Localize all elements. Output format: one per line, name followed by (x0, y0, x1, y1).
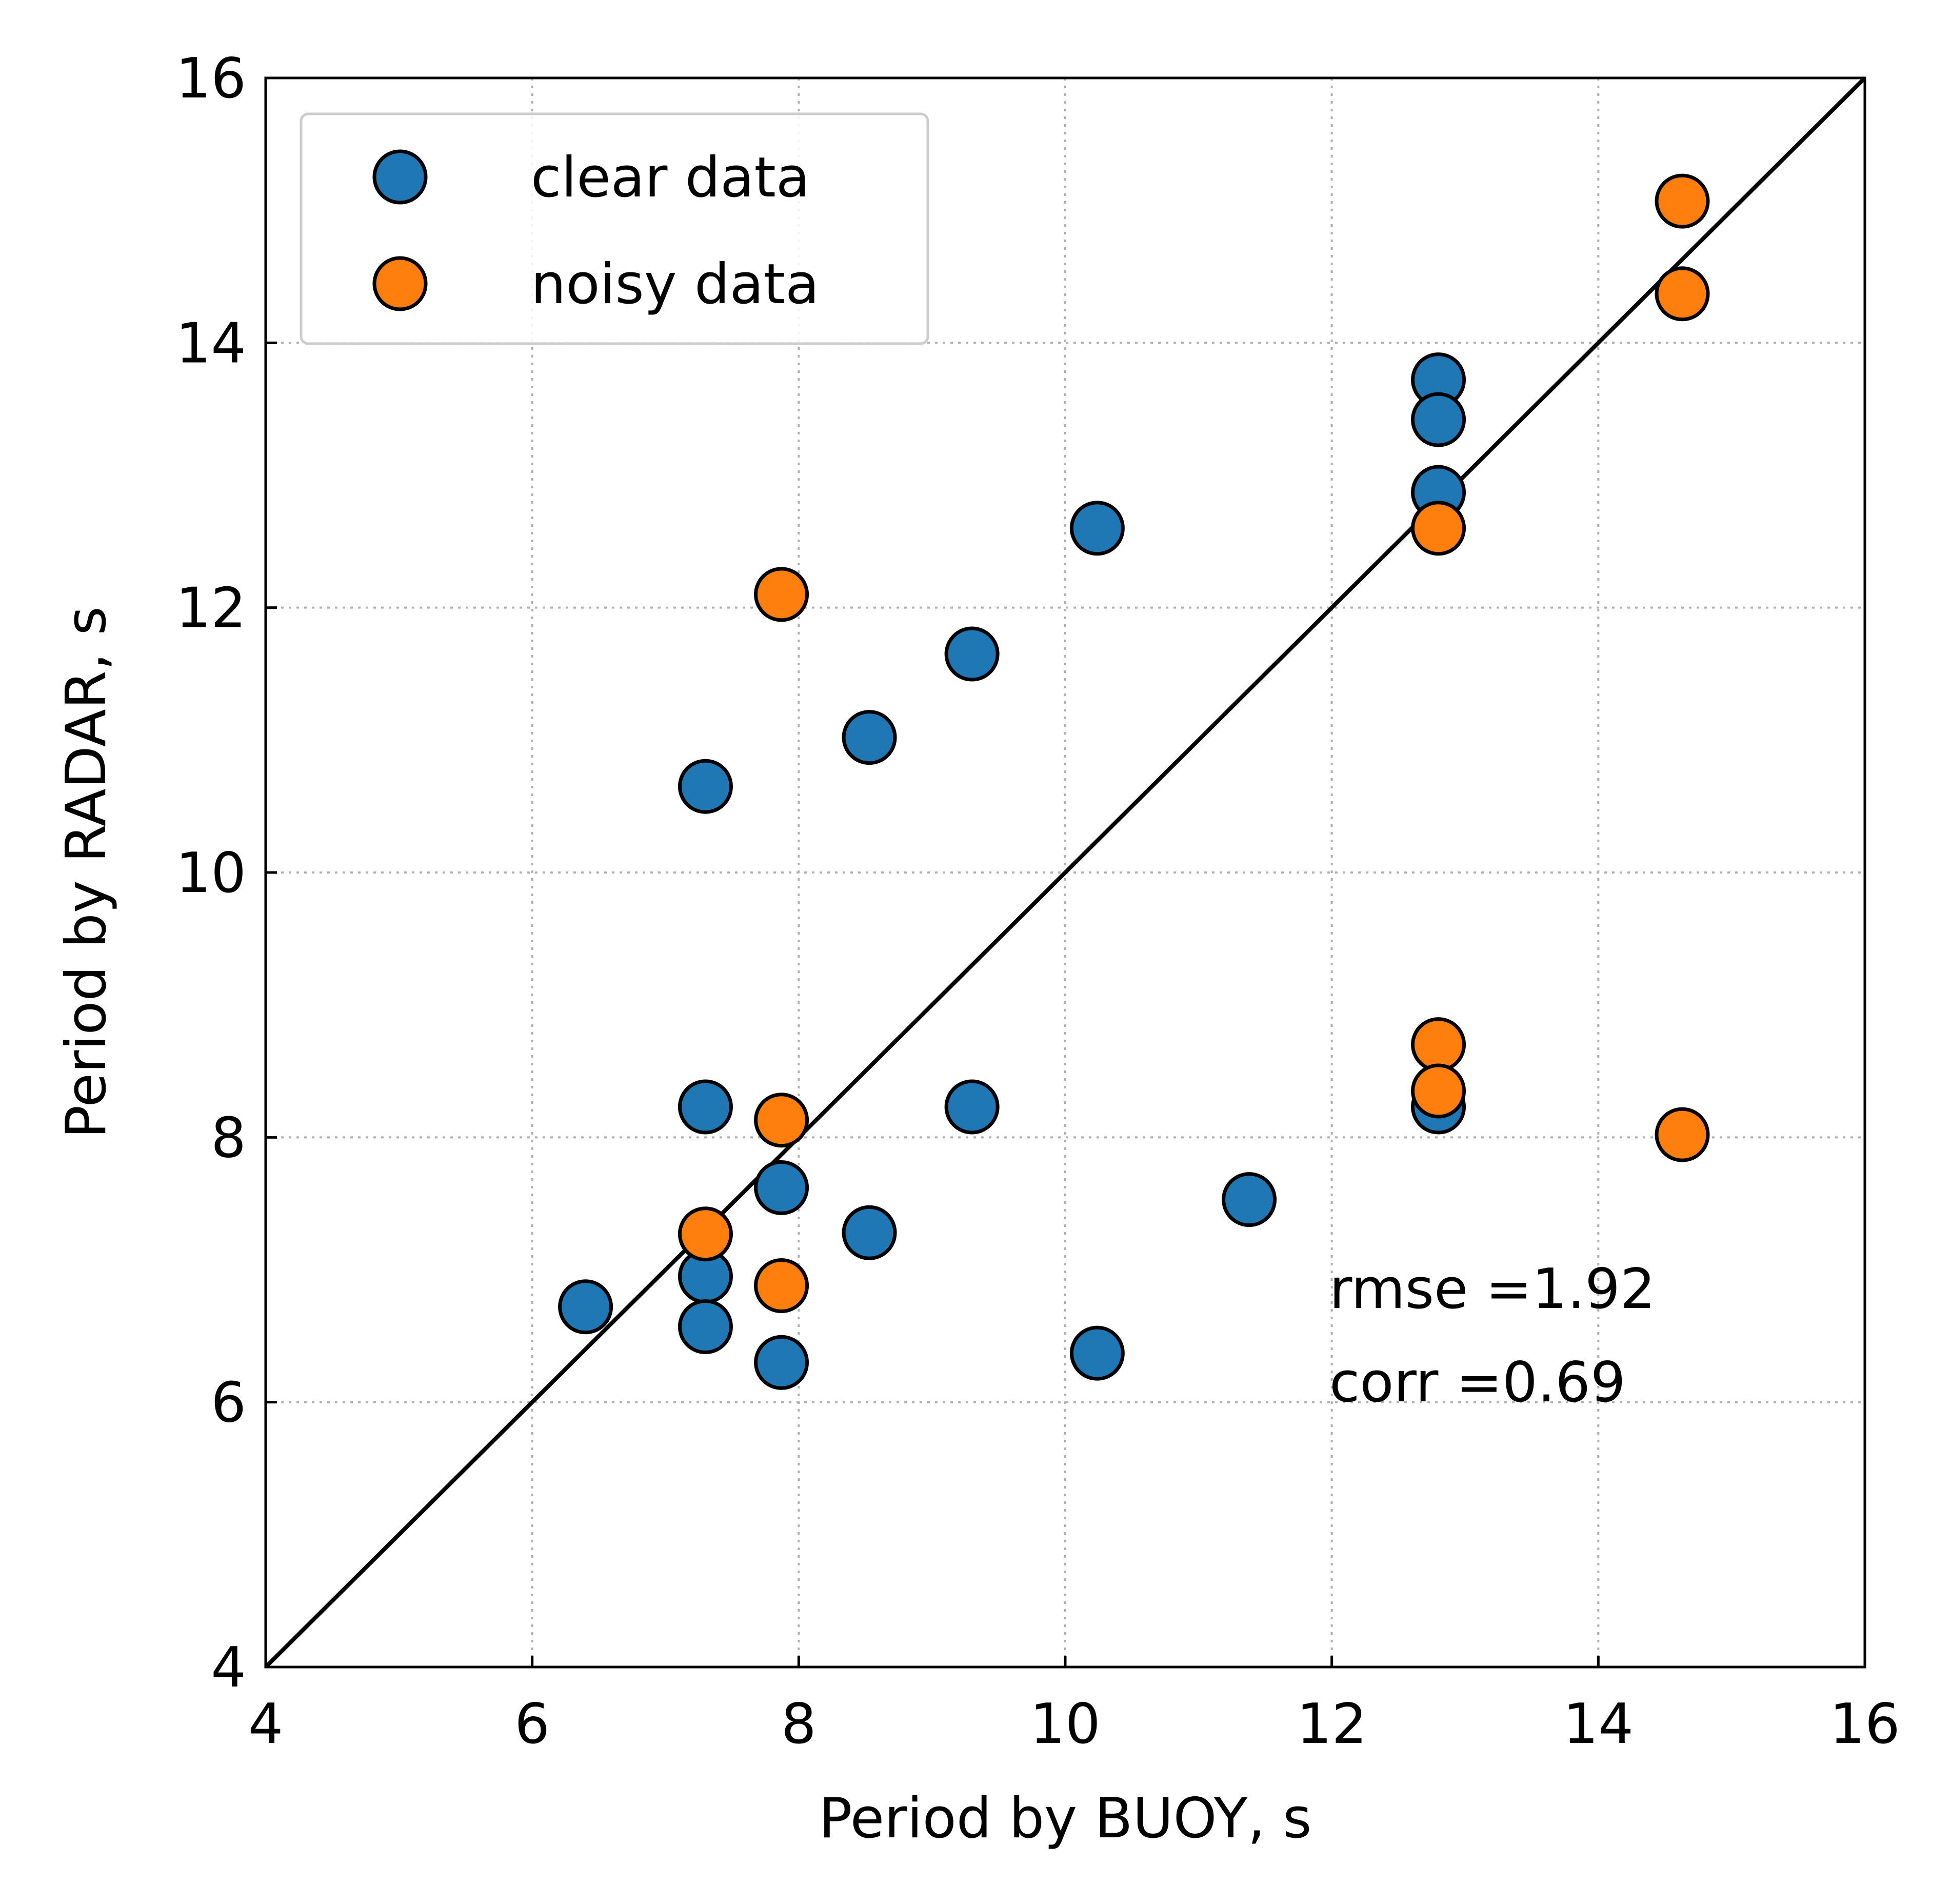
data-point-noisy-data (754, 567, 809, 622)
data-point-clear-data (558, 1279, 613, 1335)
data-point-clear-data (842, 710, 897, 765)
legend-marker-clear-data (372, 149, 428, 205)
x-tick-label: 16 (1829, 1692, 1900, 1756)
y-tick-label: 10 (176, 841, 246, 905)
ticks: 4 6 8 10 12 14 16 4 6 8 10 12 14 16 (176, 47, 1900, 1756)
corr-annotation: corr =0.69 (1329, 1351, 1626, 1415)
y-tick-label: 16 (176, 47, 246, 111)
y-tick-label: 8 (211, 1106, 246, 1170)
x-tick-label: 14 (1563, 1692, 1634, 1756)
data-point-noisy-data (1411, 1017, 1466, 1073)
data-points (558, 173, 1710, 1390)
data-point-noisy-data (678, 1206, 733, 1262)
data-point-clear-data (944, 1079, 1000, 1135)
data-point-clear-data (1411, 392, 1466, 447)
reference-line (264, 76, 1866, 1669)
x-tick-label: 12 (1297, 1692, 1367, 1756)
legend-label-clear-data: clear data (531, 146, 810, 210)
data-point-noisy-data (1655, 266, 1710, 322)
data-point-clear-data (1222, 1172, 1277, 1227)
rmse-annotation: rmse =1.92 (1329, 1257, 1656, 1321)
y-axis-label: Period by RADAR, s (54, 606, 118, 1139)
data-point-clear-data (944, 626, 1000, 682)
reference-line-layer (264, 76, 1866, 1669)
data-point-noisy-data (754, 1093, 809, 1148)
legend-box (300, 112, 929, 345)
legend: clear data noisy data (300, 112, 929, 345)
y-tick-label: 4 (211, 1636, 246, 1700)
x-tick-label: 4 (248, 1692, 284, 1756)
data-point-clear-data (678, 1079, 733, 1135)
data-point-clear-data (1069, 501, 1125, 556)
data-point-clear-data (1069, 1325, 1125, 1381)
x-tick-label: 10 (1030, 1692, 1100, 1756)
legend-label-noisy-data: noisy data (531, 252, 819, 316)
annotations: rmse =1.92 corr =0.69 (1329, 1257, 1656, 1415)
data-point-clear-data (842, 1205, 897, 1260)
data-point-clear-data (678, 759, 733, 814)
y-tick-label: 14 (176, 311, 246, 375)
x-tick-label: 8 (781, 1692, 817, 1756)
x-axis-label: Period by BUOY, s (819, 1787, 1311, 1851)
y-tick-label: 12 (176, 577, 246, 641)
x-tick-label: 6 (514, 1692, 550, 1756)
data-point-noisy-data (1655, 173, 1710, 229)
data-point-noisy-data (1411, 1063, 1466, 1119)
data-point-noisy-data (754, 1258, 809, 1313)
data-point-clear-data (754, 1335, 809, 1390)
data-point-noisy-data (1655, 1107, 1710, 1162)
data-point-noisy-data (1411, 501, 1466, 556)
data-point-clear-data (678, 1299, 733, 1355)
y-tick-label: 6 (211, 1371, 246, 1435)
data-point-clear-data (754, 1160, 809, 1215)
legend-marker-noisy-data (372, 256, 428, 311)
